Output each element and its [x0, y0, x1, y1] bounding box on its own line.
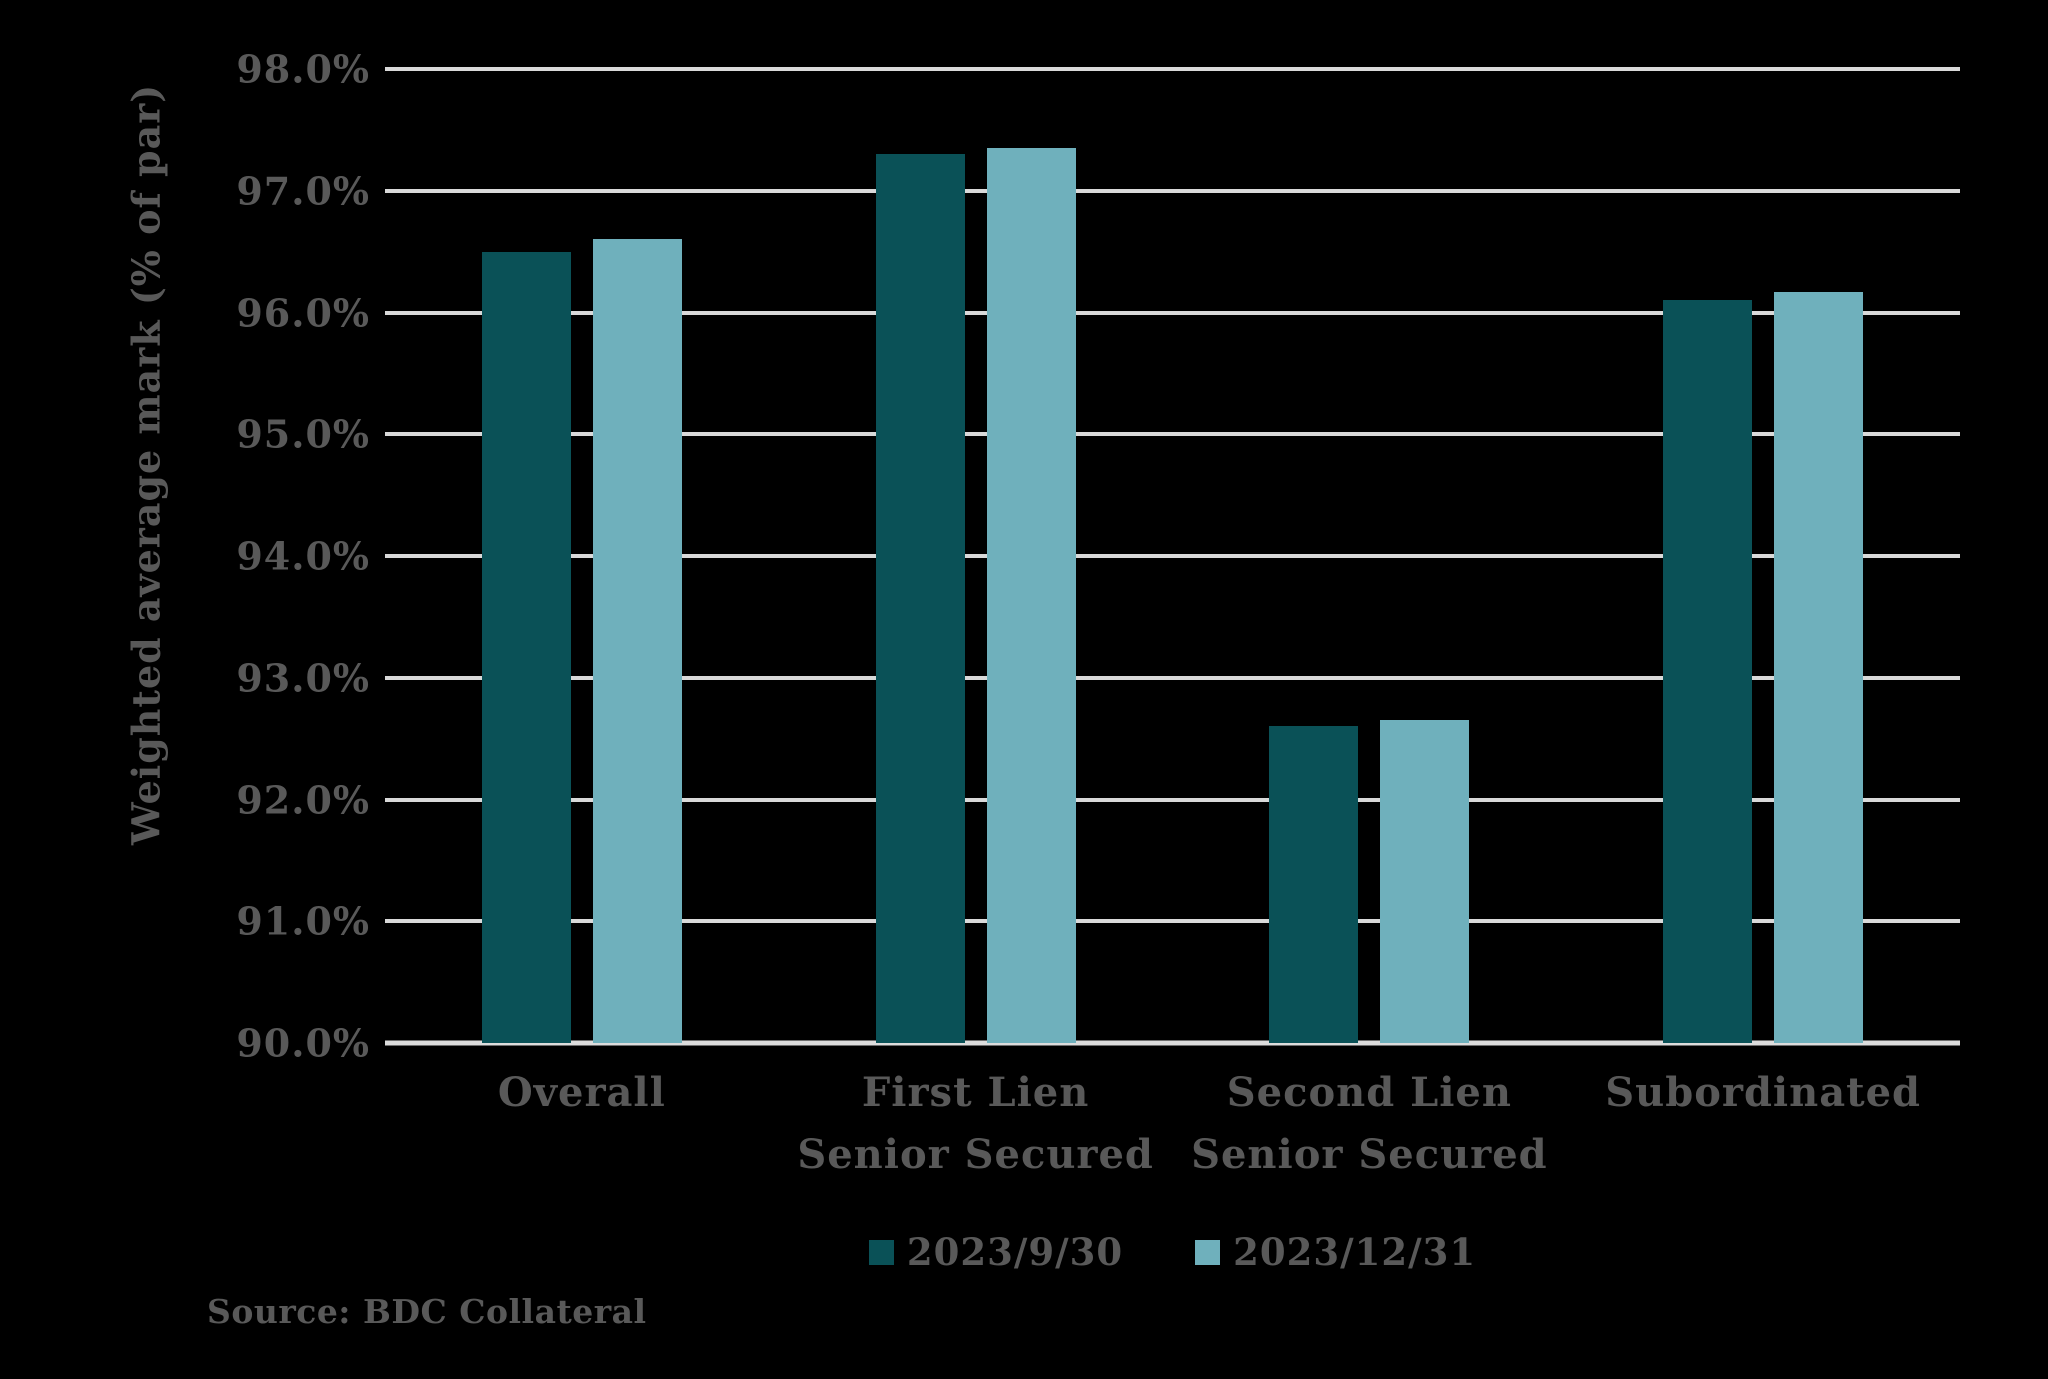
- gridline: [385, 432, 1960, 437]
- bar: [986, 148, 1076, 1043]
- gridline: [385, 67, 1960, 71]
- x-category-label: Subordinated: [1605, 1069, 1921, 1116]
- bar: [1774, 291, 1864, 1043]
- legend-item: 2023/9/30: [868, 1230, 1124, 1274]
- y-tick-label: 90.0%: [236, 1020, 370, 1066]
- gridline: [385, 188, 1960, 193]
- y-tick-label: 98.0%: [236, 46, 370, 92]
- y-tick-label: 97.0%: [236, 168, 370, 214]
- y-tick-label: 95.0%: [236, 411, 370, 457]
- legend-item: 2023/12/31: [1195, 1230, 1476, 1274]
- legend-swatch-icon: [868, 1239, 894, 1265]
- x-axis-line: [385, 1040, 1960, 1046]
- gridline: [385, 797, 1960, 802]
- bar-group: [779, 69, 1173, 1043]
- y-tick-label: 94.0%: [236, 533, 370, 579]
- gridline: [385, 310, 1960, 315]
- x-category-label: Overall: [497, 1069, 666, 1116]
- x-axis-category-labels: Overall First Lien Senior Secured Second L…: [385, 1062, 1960, 1186]
- bar-group: [1566, 69, 1960, 1043]
- y-tick-label: 91.0%: [236, 898, 370, 944]
- gridline: [385, 675, 1960, 680]
- legend: 2023/9/30 2023/12/31: [385, 1228, 1960, 1276]
- bar-groups: [385, 69, 1960, 1043]
- bar: [1663, 300, 1753, 1043]
- legend-label: 2023/12/31: [1233, 1230, 1477, 1274]
- bar-group: [1173, 69, 1567, 1043]
- gridline: [385, 554, 1960, 558]
- bar: [481, 251, 571, 1043]
- y-tick-label: 96.0%: [236, 290, 370, 335]
- bar: [592, 239, 682, 1043]
- legend-swatch-icon: [1195, 1239, 1221, 1265]
- bar-group: [385, 69, 779, 1043]
- y-axis-tick-labels: 98.0% 97.0% 96.0% 95.0% 94.0% 93.0% 92.0% 91.0%…: [130, 0, 370, 1379]
- x-category-label: First Lien Senior Secured: [797, 1069, 1154, 1178]
- y-tick-label: 93.0%: [236, 655, 370, 701]
- bar: [875, 154, 965, 1043]
- y-tick-label: 92.0%: [236, 777, 370, 822]
- bar: [1380, 720, 1470, 1043]
- x-category-label: Second Lien Senior Secured: [1191, 1069, 1548, 1178]
- legend-label: 2023/9/30: [906, 1230, 1124, 1274]
- bar: [1269, 726, 1359, 1043]
- plot-area: [385, 67, 1960, 1046]
- gridline: [385, 919, 1960, 924]
- source-note: Source: BDC Collateral: [207, 1292, 647, 1331]
